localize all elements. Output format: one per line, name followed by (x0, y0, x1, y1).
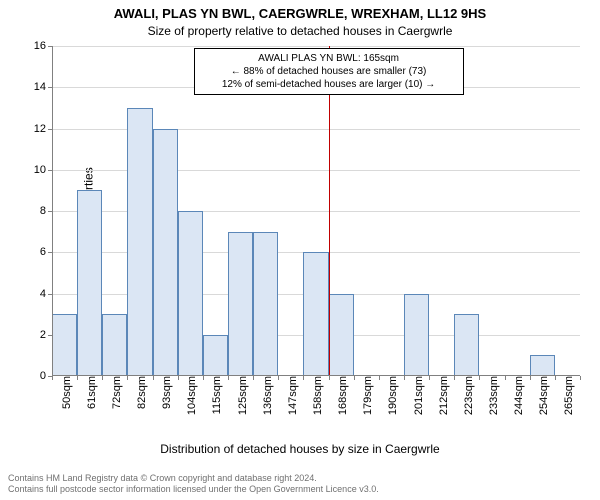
x-tick-mark (127, 376, 128, 380)
x-tick-mark (178, 376, 179, 380)
x-tick-mark (530, 376, 531, 380)
x-tick-label: 50sqm (57, 376, 73, 409)
x-tick-mark (77, 376, 78, 380)
footer-line-2: Contains full postcode sector informatio… (8, 484, 592, 496)
x-tick-mark (203, 376, 204, 380)
footer-line-1: Contains HM Land Registry data © Crown c… (8, 473, 592, 485)
reference-line (329, 46, 330, 376)
y-tick-label: 12 (34, 123, 52, 135)
x-tick-mark (278, 376, 279, 380)
x-tick-label: 61sqm (82, 376, 98, 409)
y-tick-label: 14 (34, 81, 52, 93)
histogram-bar (77, 190, 102, 376)
plot-area: 024681012141650sqm61sqm72sqm82sqm93sqm10… (52, 46, 580, 376)
annotation-line-1: AWALI PLAS YN BWL: 165sqm (201, 52, 457, 65)
histogram-bar (303, 252, 328, 376)
chart-container: AWALI, PLAS YN BWL, CAERGWRLE, WREXHAM, … (0, 0, 600, 500)
footer-attribution: Contains HM Land Registry data © Crown c… (8, 473, 592, 496)
plot-inner: 024681012141650sqm61sqm72sqm82sqm93sqm10… (52, 46, 580, 376)
x-tick-mark (580, 376, 581, 380)
histogram-bar (329, 294, 354, 377)
histogram-bar (102, 314, 127, 376)
x-axis-line (52, 375, 580, 376)
x-tick-label: 223sqm (459, 376, 475, 415)
histogram-bar (153, 129, 178, 377)
x-tick-mark (505, 376, 506, 380)
x-tick-label: 93sqm (157, 376, 173, 409)
x-tick-label: 125sqm (233, 376, 249, 415)
histogram-bar (203, 335, 228, 376)
x-axis-label: Distribution of detached houses by size … (0, 442, 600, 456)
x-tick-mark (253, 376, 254, 380)
x-tick-mark (429, 376, 430, 380)
x-tick-label: 82sqm (132, 376, 148, 409)
x-tick-label: 244sqm (509, 376, 525, 415)
y-tick-label: 8 (40, 205, 52, 217)
histogram-bar (52, 314, 77, 376)
x-tick-mark (454, 376, 455, 380)
x-tick-label: 72sqm (107, 376, 123, 409)
x-tick-mark (555, 376, 556, 380)
x-tick-mark (379, 376, 380, 380)
x-tick-label: 158sqm (308, 376, 324, 415)
x-tick-mark (329, 376, 330, 380)
gridline (52, 46, 580, 47)
x-tick-label: 168sqm (333, 376, 349, 415)
annotation-box: AWALI PLAS YN BWL: 165sqm← 88% of detach… (194, 48, 464, 95)
x-tick-mark (479, 376, 480, 380)
x-tick-mark (228, 376, 229, 380)
x-tick-mark (404, 376, 405, 380)
x-tick-mark (153, 376, 154, 380)
x-tick-label: 115sqm (207, 376, 223, 414)
x-tick-label: 265sqm (559, 376, 575, 415)
y-tick-label: 6 (40, 246, 52, 258)
histogram-bar (253, 232, 278, 376)
y-tick-label: 0 (40, 370, 52, 382)
x-tick-label: 147sqm (283, 376, 299, 415)
x-tick-label: 179sqm (358, 376, 374, 415)
x-tick-label: 254sqm (534, 376, 550, 415)
y-tick-label: 16 (34, 40, 52, 52)
histogram-bar (454, 314, 479, 376)
y-axis-line (52, 46, 53, 376)
x-tick-mark (102, 376, 103, 380)
x-tick-label: 104sqm (182, 376, 198, 415)
annotation-line-3: 12% of semi-detached houses are larger (… (201, 78, 457, 91)
histogram-bar (178, 211, 203, 376)
histogram-bar (127, 108, 152, 376)
x-tick-label: 201sqm (409, 376, 425, 415)
chart-title: AWALI, PLAS YN BWL, CAERGWRLE, WREXHAM, … (0, 6, 600, 21)
annotation-line-2: ← 88% of detached houses are smaller (73… (201, 65, 457, 78)
y-tick-label: 4 (40, 288, 52, 300)
x-tick-mark (303, 376, 304, 380)
histogram-bar (530, 355, 555, 376)
x-tick-mark (354, 376, 355, 380)
y-tick-label: 10 (34, 164, 52, 176)
histogram-bar (404, 294, 429, 377)
x-tick-label: 136sqm (258, 376, 274, 415)
chart-subtitle: Size of property relative to detached ho… (0, 24, 600, 38)
histogram-bar (228, 232, 253, 376)
x-tick-label: 212sqm (434, 376, 450, 415)
x-tick-label: 233sqm (484, 376, 500, 415)
x-tick-label: 190sqm (383, 376, 399, 415)
y-tick-label: 2 (40, 329, 52, 341)
x-tick-mark (52, 376, 53, 380)
